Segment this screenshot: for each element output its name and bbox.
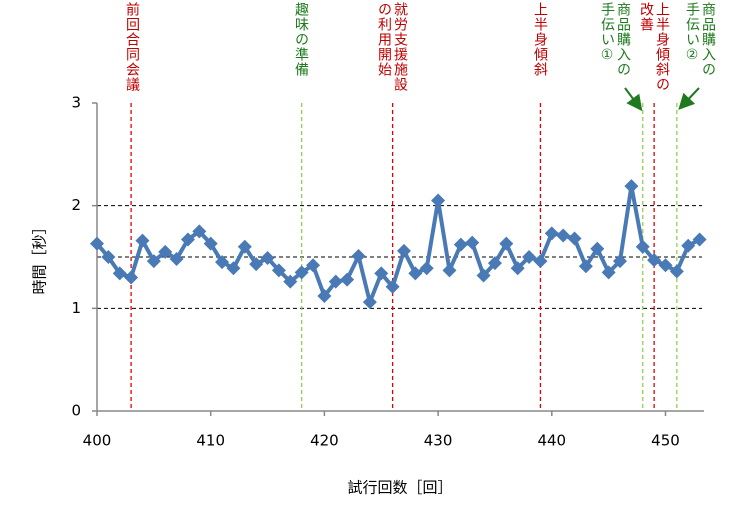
- annotation: 前回合同会議: [124, 2, 140, 92]
- marker: [374, 266, 389, 281]
- marker: [544, 226, 559, 241]
- annotation: 上半身傾斜の改善: [638, 2, 670, 92]
- marker: [317, 289, 332, 304]
- marker: [249, 257, 264, 272]
- marker: [90, 236, 104, 251]
- annotation: 商品購入の手伝い②: [684, 2, 716, 77]
- marker: [180, 232, 195, 247]
- marker: [135, 233, 150, 248]
- x-tick-label: 450: [651, 432, 680, 450]
- marker: [624, 179, 639, 194]
- marker: [340, 272, 355, 287]
- marker: [442, 263, 457, 278]
- marker: [578, 259, 593, 274]
- annotation: 上半身傾斜: [532, 2, 548, 77]
- y-tick-label: 1: [71, 299, 81, 317]
- marker: [226, 261, 241, 276]
- marker: [556, 228, 571, 243]
- x-tick-label: 420: [310, 432, 339, 450]
- marker: [613, 254, 628, 269]
- annotation: 趣味の準備: [293, 2, 309, 77]
- marker: [260, 251, 275, 266]
- marker: [465, 235, 480, 250]
- marker: [487, 256, 502, 271]
- marker: [522, 250, 537, 264]
- x-tick-label: 430: [424, 432, 453, 450]
- marker: [510, 261, 525, 276]
- marker: [351, 248, 366, 263]
- marker: [215, 255, 230, 270]
- marker: [533, 254, 548, 269]
- marker: [590, 241, 605, 256]
- marker: [567, 231, 582, 246]
- marker: [669, 264, 684, 279]
- marker: [124, 270, 139, 285]
- marker: [692, 232, 707, 247]
- marker: [476, 268, 491, 283]
- marker: [362, 295, 377, 310]
- annotation: 商品購入の手伝い①: [599, 2, 631, 77]
- marker: [658, 258, 673, 273]
- marker: [158, 244, 173, 259]
- marker: [647, 253, 662, 268]
- marker: [146, 254, 161, 269]
- marker: [385, 279, 400, 294]
- marker: [306, 258, 321, 273]
- y-tick-label: 0: [71, 402, 81, 420]
- marker: [396, 243, 411, 258]
- x-axis-title: 試行回数［回］: [347, 479, 452, 497]
- marker: [203, 236, 218, 251]
- marker: [328, 274, 343, 289]
- x-tick-label: 440: [537, 432, 566, 450]
- x-tick-label: 400: [83, 432, 112, 450]
- marker: [419, 261, 434, 276]
- annotation: 就労支援施設の利用開始: [376, 2, 408, 92]
- marker: [112, 266, 127, 281]
- marker: [283, 274, 298, 289]
- y-tick-label: 3: [71, 94, 81, 112]
- x-tick-label: 410: [196, 432, 225, 450]
- marker: [271, 263, 286, 278]
- marker: [192, 224, 207, 239]
- marker: [635, 239, 650, 254]
- marker: [681, 238, 696, 253]
- marker: [499, 236, 514, 251]
- marker: [237, 239, 252, 254]
- marker: [169, 252, 184, 267]
- arrow: [678, 87, 700, 110]
- y-axis-title: 時間［秒］: [31, 219, 49, 294]
- marker: [101, 250, 116, 264]
- marker: [453, 237, 468, 252]
- marker: [601, 265, 616, 280]
- y-tick-label: 2: [71, 196, 81, 214]
- marker: [408, 266, 423, 281]
- arrow: [624, 87, 643, 112]
- marker: [294, 265, 309, 280]
- marker: [431, 193, 446, 208]
